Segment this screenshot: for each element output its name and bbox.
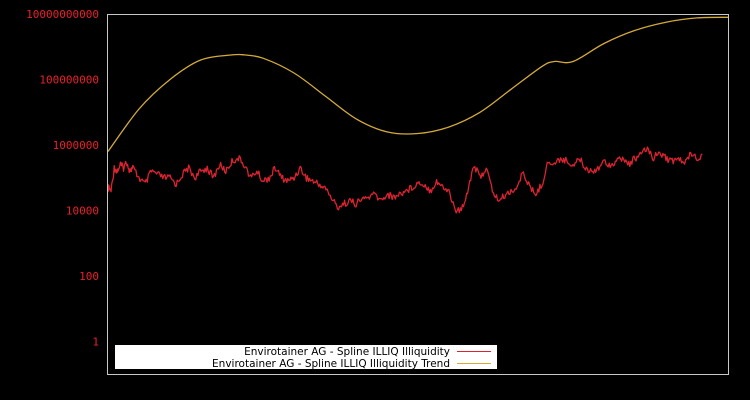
illiquidity-line	[107, 146, 703, 214]
y-tick-label: 100	[79, 270, 99, 283]
y-tick-label: 100000000	[39, 74, 99, 87]
plot-frame	[107, 14, 729, 375]
legend: Envirotainer AG - Spline ILLIQ Illiquidi…	[115, 345, 497, 370]
y-tick-label: 1000000	[53, 139, 99, 152]
legend-label-trend: Envirotainer AG - Spline ILLIQ Illiquidi…	[212, 358, 450, 370]
y-tick-label: 1	[92, 336, 99, 349]
y-axis-ticks: 10000000000 100000000 1000000 10000 100 1	[26, 8, 99, 349]
plot-series	[107, 16, 729, 214]
y-tick-label: 10000000000	[26, 8, 99, 21]
illiquidity-trend-line	[107, 16, 729, 152]
legend-label-illiquidity: Envirotainer AG - Spline ILLIQ Illiquidi…	[244, 346, 450, 358]
y-tick-label: 10000	[66, 205, 99, 218]
